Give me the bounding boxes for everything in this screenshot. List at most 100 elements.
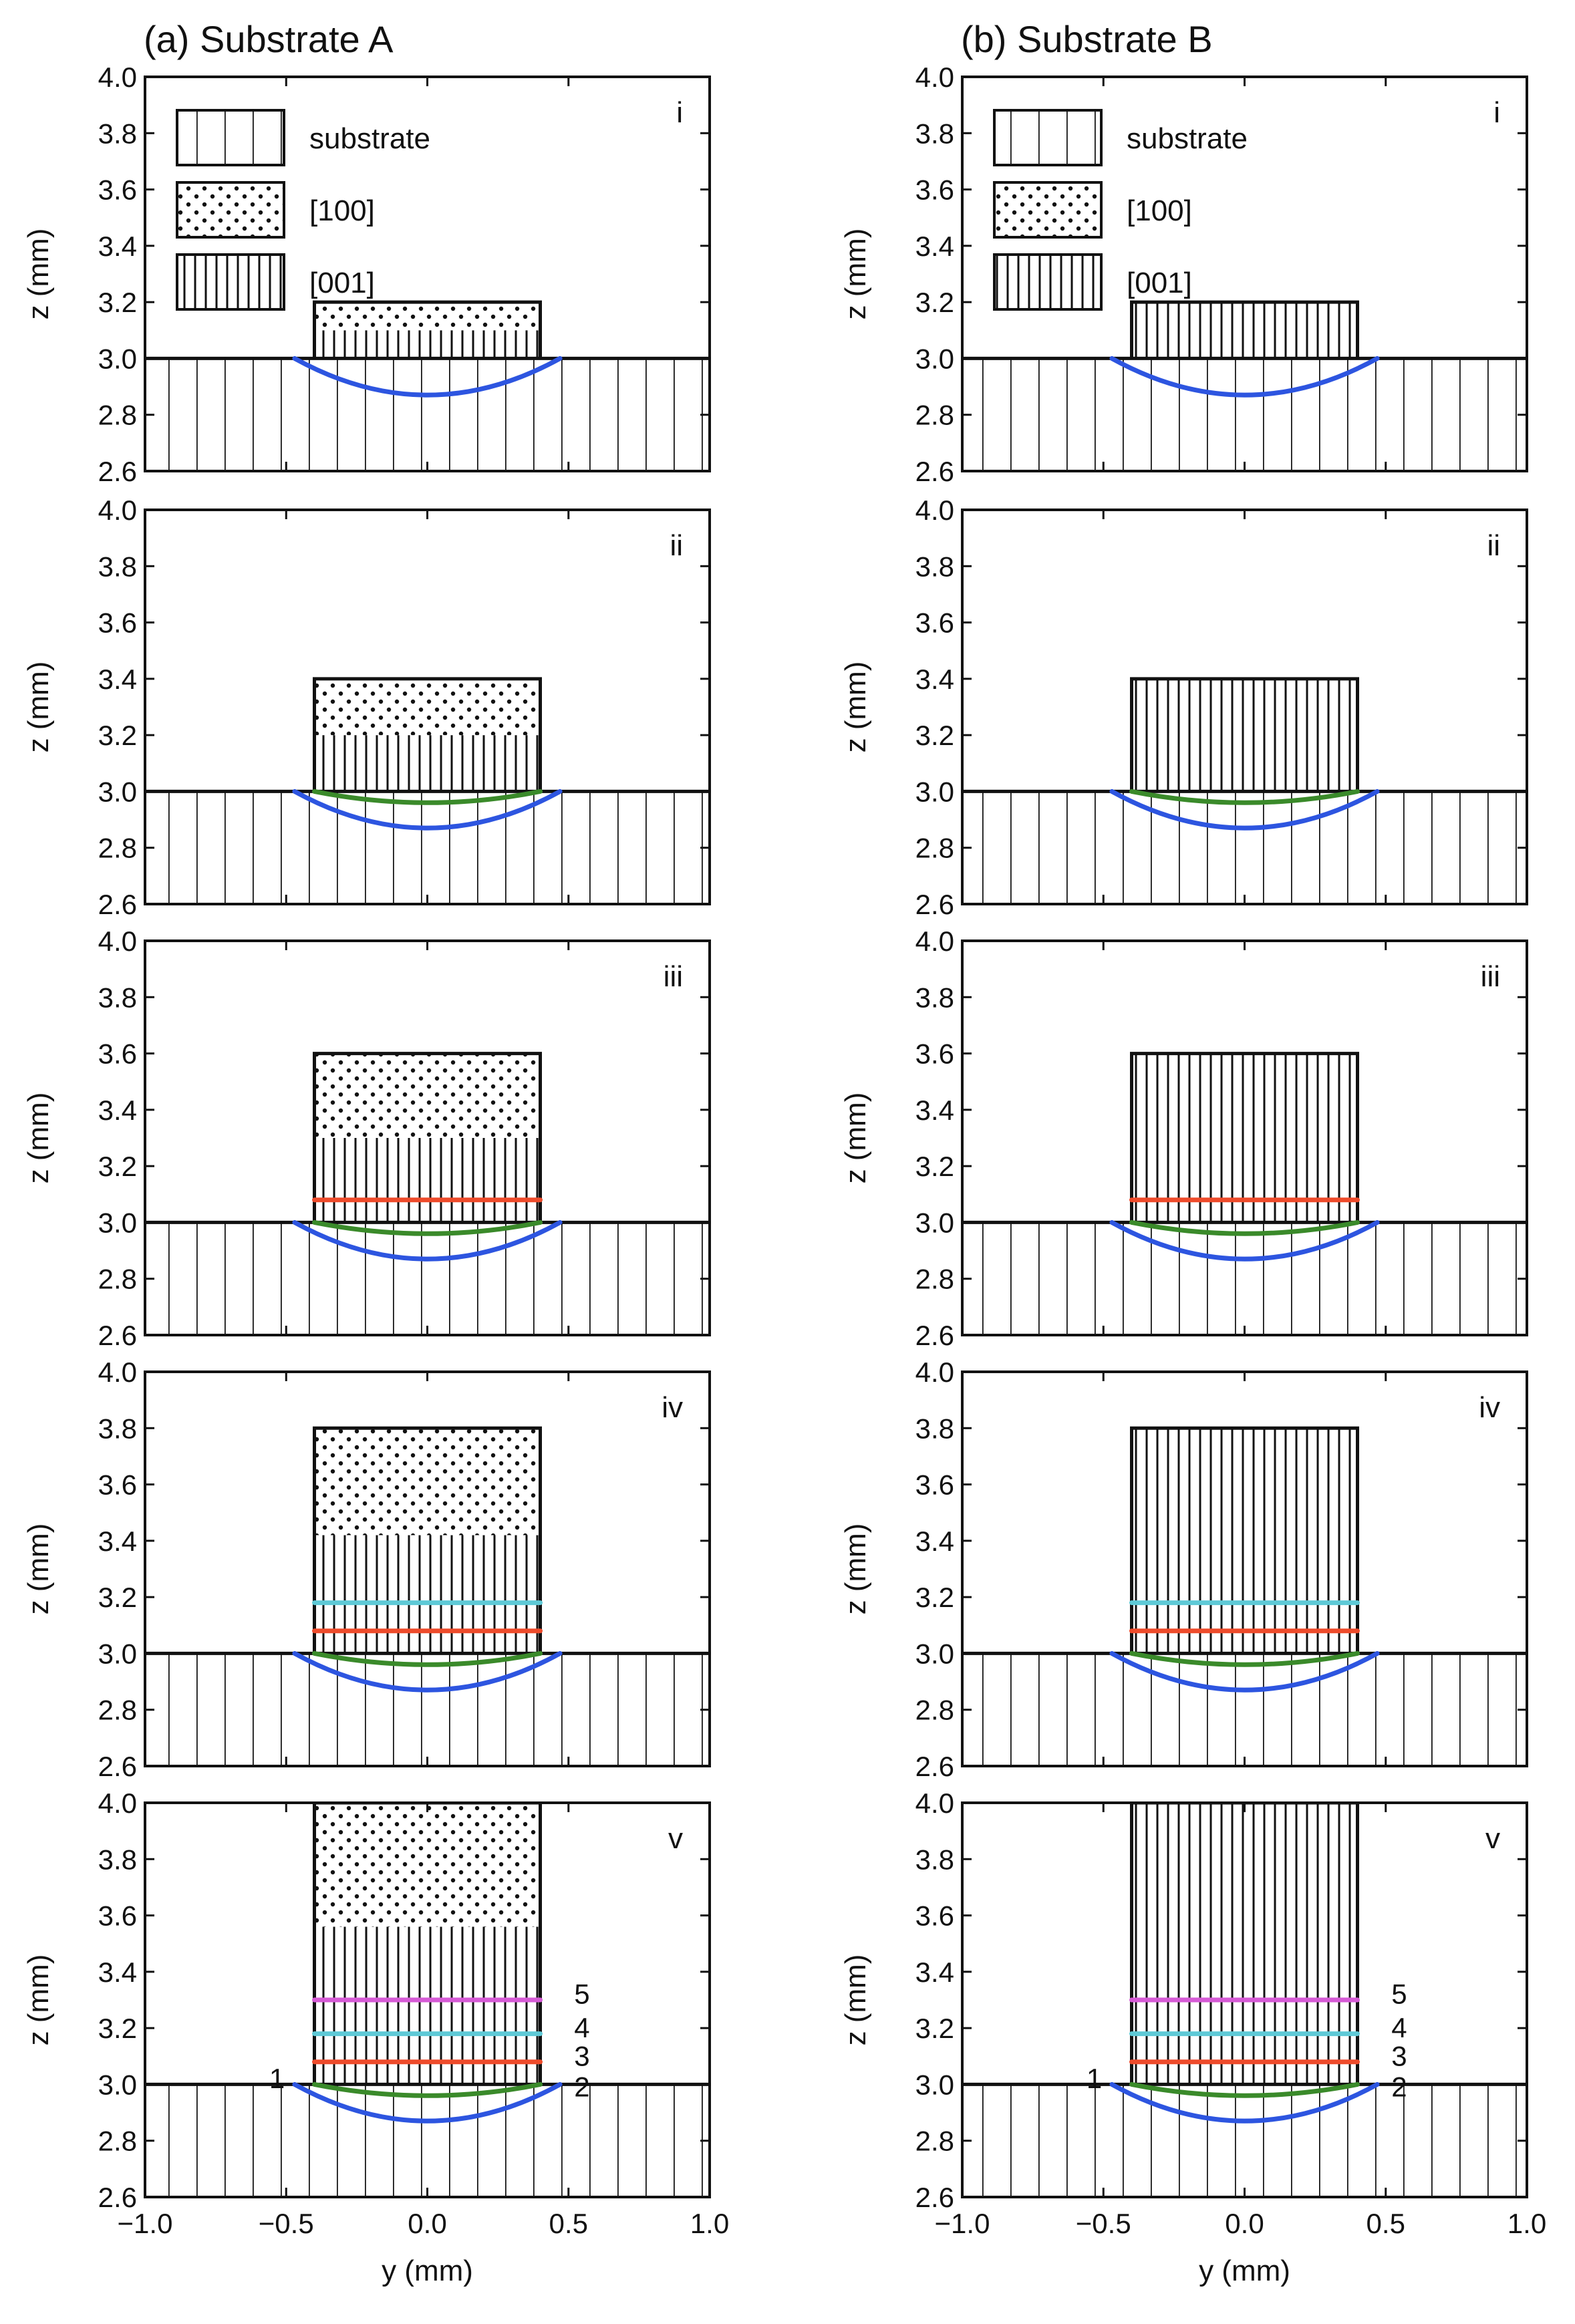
y-tick-label: 2.8 (915, 400, 954, 431)
point-label: 5 (574, 1979, 589, 2010)
y-tick-label: 3.2 (98, 720, 137, 751)
plot-body (145, 1052, 710, 1335)
legend-swatch (993, 181, 1103, 239)
point-label: 4 (574, 2012, 589, 2043)
panel-a-ii: 2.6 2.8 3.0 3.2 3.4 3.6 3.8 4.0 z (mm) ii (22, 494, 711, 920)
panel-label: iv (662, 1391, 683, 1424)
deposit-outline (313, 1426, 542, 1654)
panel-a-iv: 2.6 2.8 3.0 3.2 3.4 3.6 3.8 4.0 z (mm) iv (22, 1356, 711, 1782)
plot-body (962, 1803, 1527, 2197)
y-axis-label: z (mm) (839, 1093, 872, 1184)
y-tick-label: 4.0 (98, 1356, 137, 1388)
panel-label: iii (664, 960, 683, 993)
series-line_1 (1109, 1219, 1380, 1262)
y-tick-label: 3.6 (915, 607, 954, 639)
deposit-outline (313, 1052, 542, 1223)
y-tick-label: 3.6 (98, 174, 137, 206)
panel-label: i (676, 96, 683, 129)
y-tick-label: 3.8 (915, 1413, 954, 1444)
point-label: 5 (1391, 1979, 1407, 2010)
y-tick-label: 3.4 (915, 1956, 954, 1988)
y-tick-label: 4.0 (915, 925, 954, 957)
legend-swatch (993, 253, 1103, 311)
plot-body (962, 1426, 1527, 1766)
deposit-layer-1 (1131, 302, 1358, 359)
y-axis-label: z (mm) (839, 662, 872, 753)
y-tick-label: 2.6 (98, 2182, 137, 2213)
y-tick-label: 3.8 (915, 1844, 954, 1875)
y-tick-label: 3.0 (98, 1638, 137, 1669)
y-tick-label: 4.0 (915, 1356, 954, 1388)
panel-a-v: 2.6 2.8 3.0 3.2 3.4 3.6 3.8 4.0 −1.0 −0.5 0.0 0.5 1.… (22, 1787, 729, 2287)
legend-label: [001] (309, 267, 375, 299)
point-label: 3 (574, 2040, 589, 2071)
column-title-a: (a) Substrate A (144, 18, 394, 60)
y-tick-label: 3.2 (98, 1151, 137, 1182)
y-axis-label: z (mm) (839, 229, 872, 320)
x-tick-label: −1.0 (118, 2208, 173, 2239)
point-label: 1 (269, 2063, 285, 2094)
y-tick-label: 3.0 (915, 343, 954, 374)
series-line_2 (1129, 1219, 1360, 1236)
deposit-outline (1130, 1426, 1359, 1654)
point-label: 2 (574, 2071, 589, 2103)
legend: substrate [100] [001] (993, 109, 1248, 311)
y-tick-label: 2.8 (98, 1264, 137, 1295)
plot-body (145, 677, 710, 904)
y-tick-label: 3.4 (98, 1956, 137, 1988)
panel-a-iii: 2.6 2.8 3.0 3.2 3.4 3.6 3.8 4.0 z (mm) iii (22, 925, 711, 1351)
y-tick-label: 3.4 (98, 1526, 137, 1557)
y-tick-label: 3.2 (915, 1582, 954, 1613)
series-line_1 (292, 1219, 563, 1262)
y-tick-label: 4.0 (98, 925, 137, 957)
panel-label: iv (1479, 1391, 1500, 1424)
panel-label: v (1485, 1822, 1500, 1855)
y-tick-label: 4.0 (98, 494, 137, 526)
plot-body (962, 1052, 1527, 1335)
series-line_1 (292, 788, 563, 831)
point-label: 3 (1391, 2040, 1407, 2071)
y-tick-label: 2.8 (98, 400, 137, 431)
x-tick-label: 0.0 (408, 2208, 446, 2239)
series-line_2 (312, 2081, 543, 2098)
y-tick-label: 3.4 (98, 1095, 137, 1126)
y-tick-label: 3.8 (98, 1844, 137, 1875)
series-line_2 (312, 1650, 543, 1667)
deposit-layer-1 (1131, 1803, 1358, 2085)
y-axis-label: z (mm) (22, 229, 55, 320)
substrate-region (145, 2084, 710, 2197)
deposit-outline (313, 300, 542, 359)
deposit-outline (1130, 677, 1359, 792)
panel-label: iii (1481, 960, 1500, 993)
y-axis-label: z (mm) (22, 1093, 55, 1184)
x-tick-label: 1.0 (1508, 2208, 1546, 2239)
y-tick-label: 3.4 (98, 231, 137, 262)
plot-body (145, 1426, 710, 1766)
panel-b-v: 2.6 2.8 3.0 3.2 3.4 3.6 3.8 4.0 −1.0 −0.5 0.0 0.5 1.… (839, 1787, 1546, 2287)
y-tick-label: 3.6 (98, 1469, 137, 1501)
y-tick-label: 3.2 (98, 287, 137, 318)
substrate-region (962, 1653, 1527, 1766)
panel-grid: 2.6 2.8 3.0 3.2 3.4 3.6 3.8 4.0 z (mm) i substrate… (22, 61, 1546, 2287)
panel-label: v (668, 1822, 683, 1855)
y-tick-label: 3.0 (98, 343, 137, 374)
y-tick-label: 3.2 (98, 1582, 137, 1613)
point-label: 2 (1391, 2071, 1407, 2103)
series-line_1 (1109, 355, 1380, 398)
legend-label: [001] (1127, 267, 1192, 299)
legend-swatch (176, 253, 285, 311)
legend-label: [100] (1127, 194, 1192, 227)
y-tick-label: 4.0 (915, 1787, 954, 1819)
y-tick-label: 2.6 (98, 456, 137, 487)
substrate-region (145, 358, 710, 471)
y-tick-label: 3.2 (915, 720, 954, 751)
legend-label: substrate (1127, 122, 1248, 155)
y-tick-label: 3.0 (915, 1207, 954, 1238)
x-axis-label: y (mm) (1199, 2255, 1290, 2287)
y-tick-label: 3.2 (915, 2013, 954, 2044)
y-tick-label: 3.8 (98, 551, 137, 582)
series-line_2 (1129, 2081, 1360, 2098)
substrate-region (145, 1222, 710, 1335)
y-tick-label: 3.0 (915, 776, 954, 807)
